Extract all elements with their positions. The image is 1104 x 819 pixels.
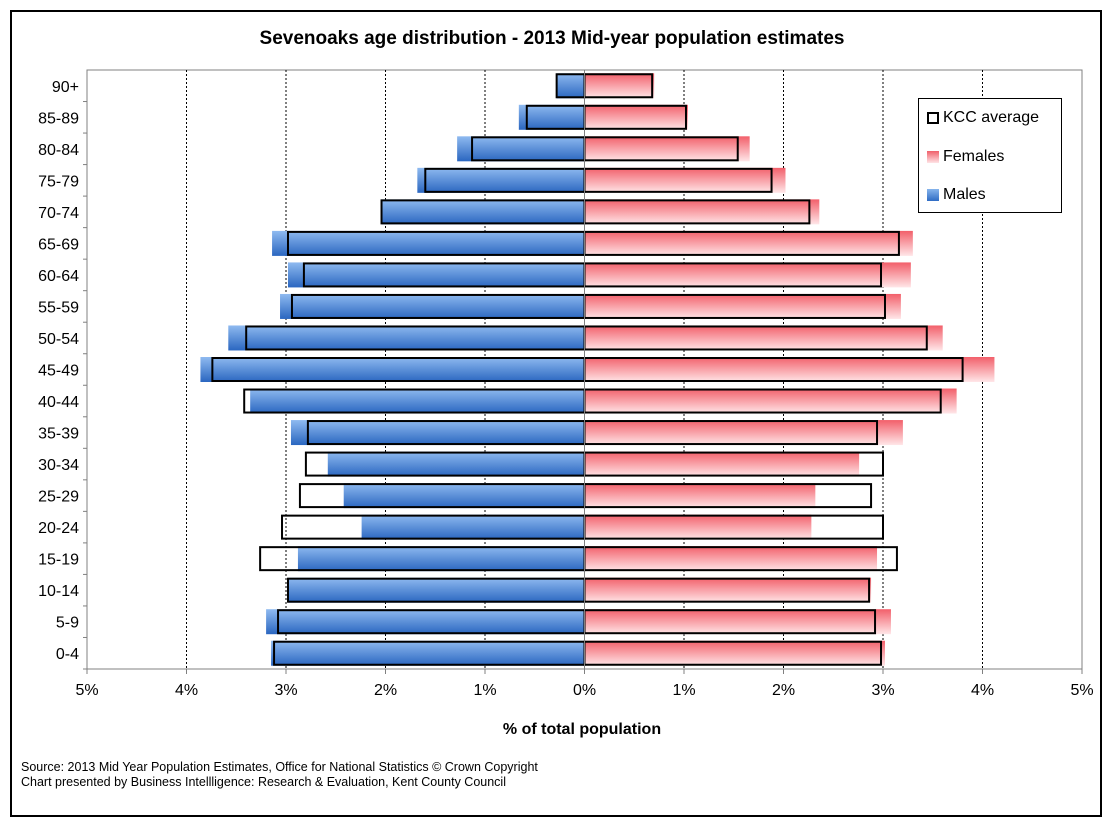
legend-label-kcc: KCC average	[943, 109, 1040, 126]
female-bar	[584, 546, 878, 572]
female-bar	[584, 73, 655, 99]
x-tick-label: 3%	[274, 682, 297, 699]
female-bar	[584, 577, 872, 603]
y-tick-label: 80-84	[38, 142, 79, 159]
chart-legend: KCC average Females Males	[918, 98, 1062, 213]
y-tick-label: 85-89	[38, 110, 79, 127]
x-tick-label: 3%	[871, 682, 894, 699]
y-tick-label: 35-39	[38, 426, 79, 443]
legend-item-females: Females	[927, 147, 1004, 167]
female-bar	[584, 325, 943, 351]
male-bar	[457, 136, 585, 162]
legend-swatch-kcc	[927, 112, 939, 124]
legend-swatch-females	[927, 151, 939, 163]
male-bar	[272, 230, 585, 256]
x-tick-label: 1%	[672, 682, 695, 699]
x-axis-title: % of total population	[502, 721, 662, 738]
male-bar	[518, 104, 585, 130]
female-bar	[584, 451, 860, 477]
y-tick-label: 30-34	[38, 457, 79, 474]
x-tick-label: 1%	[473, 682, 496, 699]
legend-item-kcc-average: KCC average	[927, 108, 1039, 128]
x-tick-label: 4%	[971, 682, 994, 699]
female-bar	[584, 357, 995, 382]
y-tick-label: 55-59	[38, 299, 79, 316]
legend-item-males: Males	[927, 185, 986, 205]
x-tick-label: 0%	[573, 682, 596, 699]
y-tick-label: 0-4	[56, 646, 79, 663]
female-bar	[584, 640, 885, 666]
legend-swatch-males	[927, 189, 939, 201]
male-bar	[200, 357, 585, 382]
y-tick-label: 20-24	[38, 520, 79, 537]
male-bar	[327, 451, 585, 477]
female-bar	[584, 167, 786, 193]
y-tick-label: 45-49	[38, 363, 79, 380]
male-bar	[417, 167, 585, 193]
source-line-1: Source: 2013 Mid Year Population Estimat…	[21, 760, 538, 774]
x-tick-label: 4%	[175, 682, 198, 699]
y-tick-label: 75-79	[38, 173, 79, 190]
male-bar	[556, 73, 585, 99]
chart-title: Sevenoaks age distribution - 2013 Mid-ye…	[259, 28, 845, 49]
x-tick-label: 5%	[1070, 682, 1093, 699]
y-tick-label: 90+	[52, 79, 79, 96]
male-bar	[381, 199, 585, 225]
source-note: Source: 2013 Mid Year Population Estimat…	[21, 760, 538, 790]
y-tick-label: 10-14	[38, 583, 79, 600]
y-tick-label: 5-9	[56, 615, 79, 632]
female-bar	[584, 199, 820, 225]
female-bar	[584, 230, 913, 256]
male-bar	[287, 577, 585, 603]
female-bar	[584, 104, 688, 130]
y-tick-label: 15-19	[38, 552, 79, 569]
source-line-2: Chart presented by Business Intellligenc…	[21, 775, 506, 789]
male-bar	[271, 640, 585, 666]
y-tick-label: 70-74	[38, 205, 79, 222]
female-bar	[584, 609, 891, 635]
male-bar	[297, 546, 585, 572]
female-bar	[584, 483, 816, 509]
female-bar	[584, 293, 901, 319]
female-bar	[584, 262, 911, 288]
female-bar	[584, 420, 903, 446]
male-bar	[361, 514, 585, 540]
male-bar	[343, 483, 585, 509]
x-tick-label: 5%	[75, 682, 98, 699]
female-bar	[584, 136, 750, 162]
female-bar	[584, 514, 812, 540]
male-bar	[250, 388, 585, 414]
y-tick-label: 65-69	[38, 236, 79, 253]
male-bar	[280, 293, 585, 319]
male-bar	[287, 262, 585, 288]
y-tick-label: 60-64	[38, 268, 79, 285]
y-tick-label: 25-29	[38, 489, 79, 506]
male-bar	[228, 325, 585, 351]
female-bar	[584, 388, 957, 414]
x-tick-label: 2%	[772, 682, 795, 699]
male-bar	[290, 420, 585, 446]
x-tick-label: 2%	[374, 682, 397, 699]
y-tick-label: 40-44	[38, 394, 79, 411]
legend-label-males: Males	[943, 186, 986, 203]
male-bar	[266, 609, 585, 635]
legend-label-females: Females	[943, 148, 1005, 165]
y-tick-label: 50-54	[38, 331, 79, 348]
